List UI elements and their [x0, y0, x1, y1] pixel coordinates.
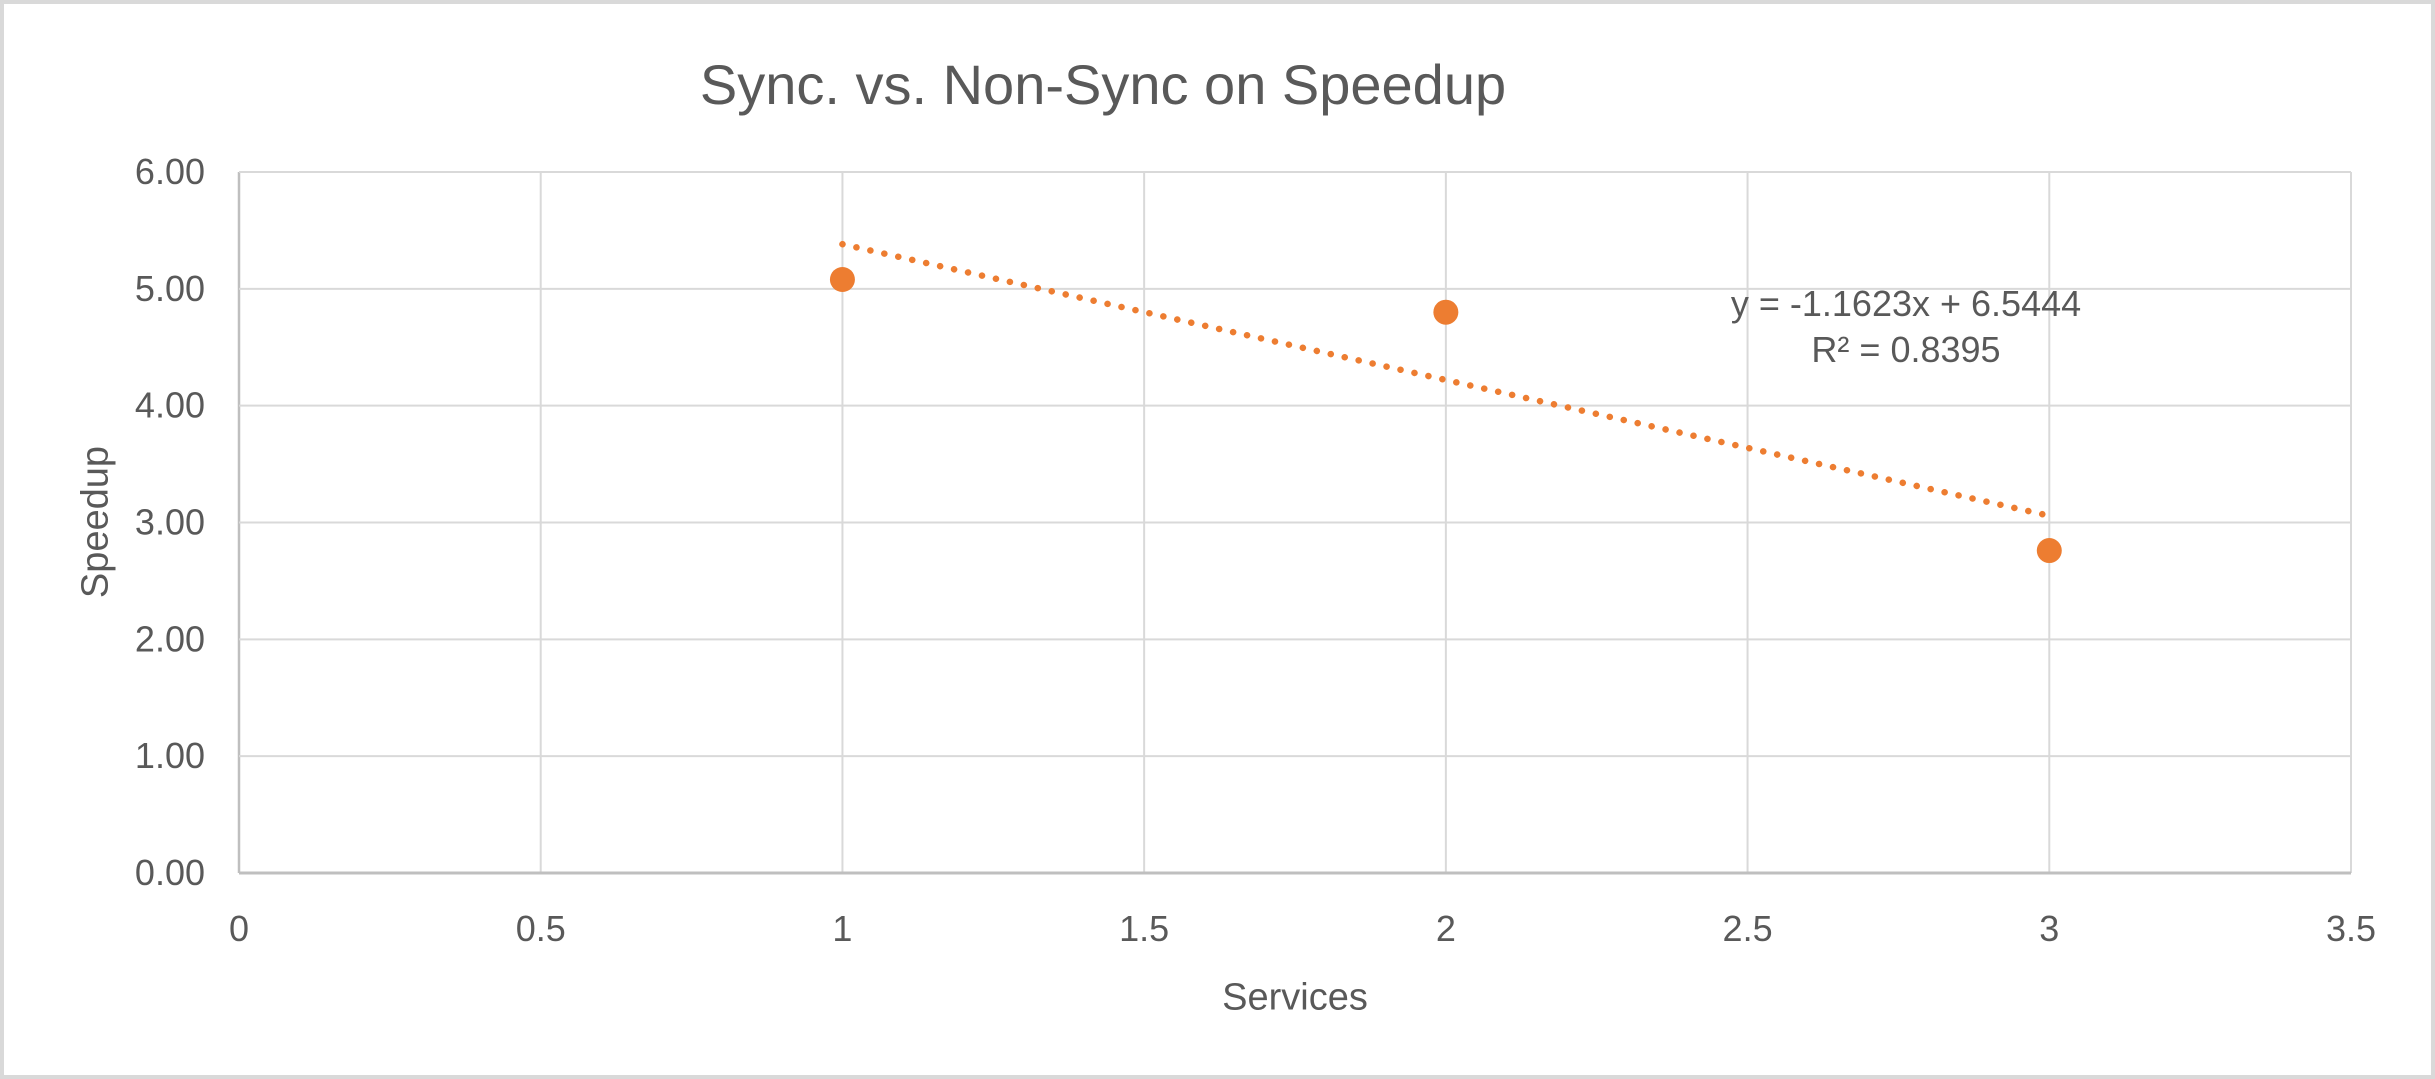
data-point: [1433, 299, 1459, 325]
chart-title: Sync. vs. Non-Sync on Speedup: [699, 53, 1507, 116]
y-tick-label: 5.00: [135, 268, 205, 309]
trendline-label: y = -1.1623x + 6.5444 R² = 0.8395: [1731, 281, 2081, 373]
trendline-r-squared: R² = 0.8395: [1811, 329, 2001, 370]
y-tick-label: 1.00: [135, 735, 205, 776]
y-tick-label: 2.00: [135, 618, 205, 659]
x-tick-label: 2: [1436, 908, 1456, 949]
y-tick-label: 0.00: [135, 852, 205, 893]
x-tick-label: 0.5: [516, 908, 566, 949]
x-tick-label: 2.5: [1723, 908, 1773, 949]
x-tick-label: 3: [2039, 908, 2059, 949]
y-tick-label: 6.00: [135, 151, 205, 192]
y-tick-label: 3.00: [135, 502, 205, 543]
data-point: [2036, 538, 2062, 564]
x-tick-label: 3.5: [2326, 908, 2376, 949]
trendline-equation: y = -1.1623x + 6.5444: [1730, 283, 2082, 324]
x-tick-label: 0: [229, 908, 249, 949]
y-axis-title: Speedup: [74, 445, 117, 599]
x-tick-label: 1: [832, 908, 852, 949]
y-tick-label: 4.00: [135, 385, 205, 426]
trendline: [839, 240, 2053, 520]
x-tick-label: 1.5: [1119, 908, 1169, 949]
x-axis-title: Services: [1222, 976, 1368, 1019]
data-point: [829, 266, 855, 292]
